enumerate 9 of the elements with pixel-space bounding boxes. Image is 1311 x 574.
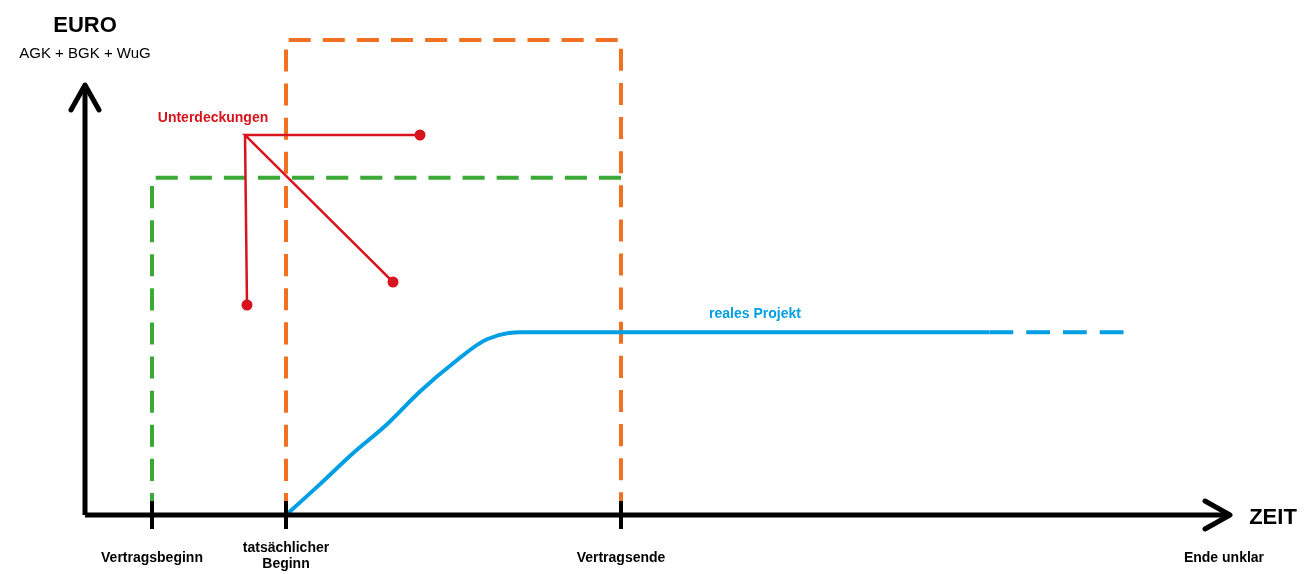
annotation: Unterdeckungen bbox=[157, 109, 269, 125]
annotation: AGK + BGK + WuG bbox=[19, 44, 151, 61]
x-tick-label: Vertragsende bbox=[576, 549, 666, 565]
series-label: reales Projekt bbox=[709, 305, 802, 322]
x-tick-label: tatsächlicher Beginn bbox=[242, 539, 330, 571]
x-tick-label: Ende unklar bbox=[1183, 549, 1265, 565]
y-axis-title: EURO bbox=[53, 12, 117, 37]
x-tick-label: Vertragsbeginn bbox=[101, 549, 203, 565]
x-axis-title: ZEIT bbox=[1249, 504, 1298, 529]
